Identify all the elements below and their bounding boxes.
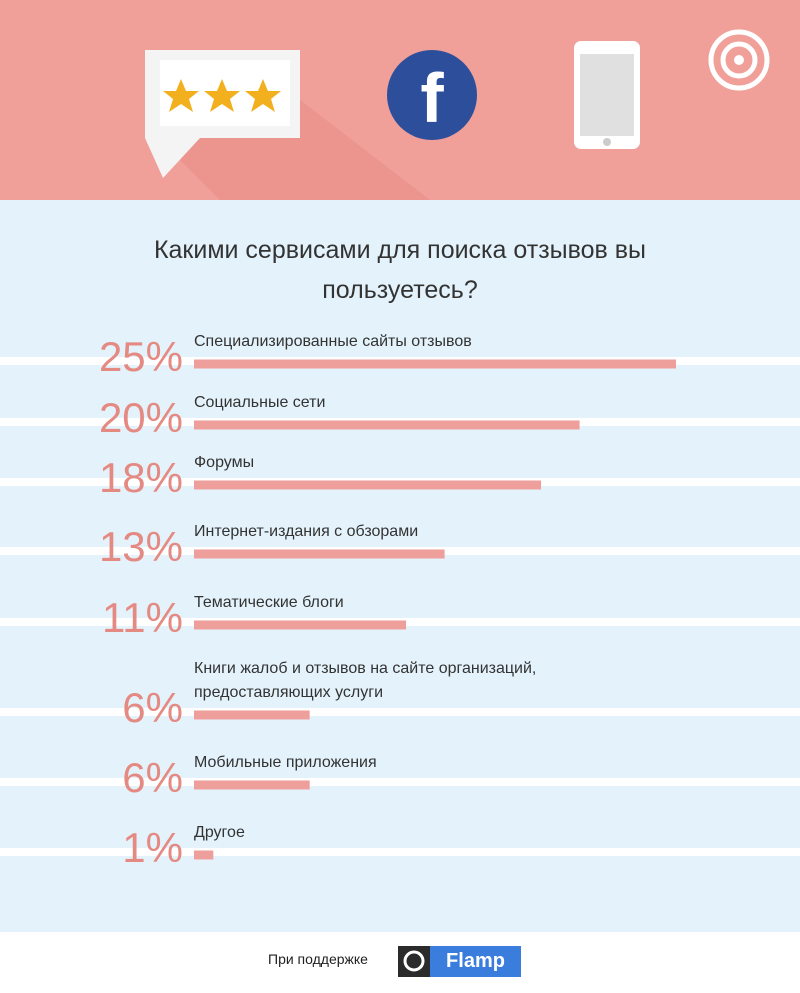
value-label: 6%: [122, 754, 183, 801]
category-label: Тематические блоги: [194, 594, 344, 611]
target-icon: [708, 29, 770, 91]
category-label: Другое: [194, 824, 245, 841]
footer-text: При поддержке: [268, 951, 368, 967]
category-label: Книги жалоб и отзывов на сайте организац…: [194, 660, 537, 701]
bar: [194, 850, 214, 860]
target-ring: [720, 41, 758, 79]
facebook-icon: [387, 50, 477, 140]
value-label: 6%: [122, 684, 183, 731]
category-label: Форумы: [194, 454, 255, 471]
bar: [194, 480, 542, 490]
bar: [194, 710, 310, 720]
phone-screen: [580, 54, 634, 136]
footer-logo: Flamp: [430, 946, 521, 977]
value-label: 13%: [99, 523, 183, 570]
logo-circle: [403, 950, 425, 972]
category-label: Мобильные приложения: [194, 754, 377, 771]
stripe: [0, 778, 800, 786]
category-label: Специализированные сайты отзывов: [194, 333, 472, 350]
stripe: [0, 848, 800, 856]
category-label: Социальные сети: [194, 394, 326, 411]
value-label: 20%: [99, 394, 183, 441]
bar: [194, 549, 445, 559]
bar: [194, 420, 580, 430]
value-label: 11%: [102, 594, 183, 641]
chart-title: Какими сервисами для поиска отзывов вы п…: [153, 236, 647, 304]
bubble-tail: [145, 138, 200, 178]
value-label: 1%: [122, 824, 183, 871]
bar: [194, 780, 310, 790]
facebook-f: f: [420, 59, 444, 137]
stars: [163, 79, 281, 112]
stripe: [0, 708, 800, 716]
value-label: 25%: [99, 333, 183, 380]
bar: [194, 359, 676, 369]
value-label: 18%: [99, 454, 183, 501]
phone-button: [603, 138, 611, 146]
target-dot: [734, 55, 744, 65]
category-label: Интернет-издания с обзорами: [194, 523, 419, 540]
bar: [194, 620, 407, 630]
